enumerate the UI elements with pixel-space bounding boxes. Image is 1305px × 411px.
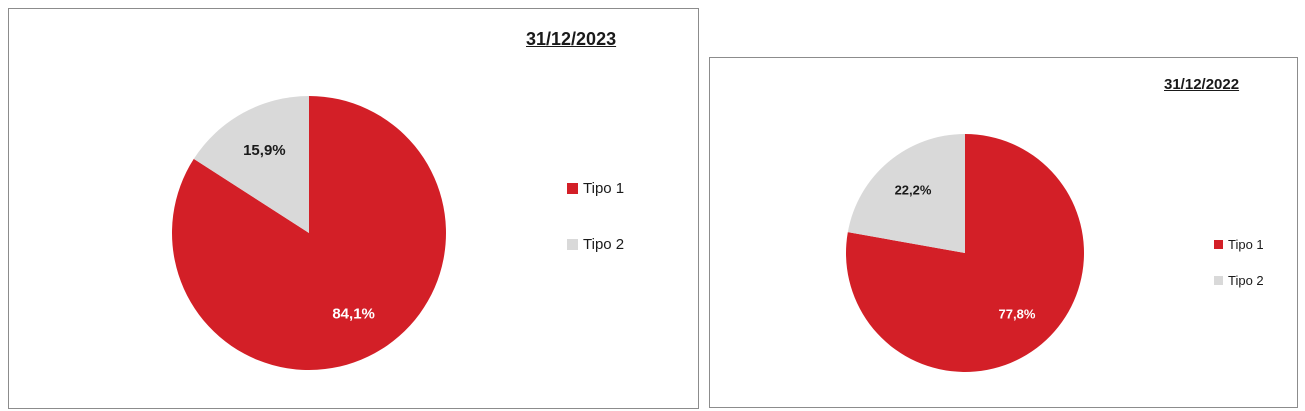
legend-label: Tipo 1 [1228,236,1264,252]
data-label-tipo-1: 77,8% [999,306,1036,321]
legend-swatch-tipo-2 [1214,275,1223,285]
pie-slice-tipo-1 [846,134,1084,373]
pie-chart-2023: 84,1% 15,9% [171,96,446,370]
legend-item-tipo-1: Tipo 1 [1214,234,1264,254]
chart-title: 31/12/2022 [1164,76,1240,93]
legend-swatch-tipo-1 [567,182,578,194]
legend-label: Tipo 1 [583,179,625,197]
chart-title: 31/12/2023 [526,29,617,49]
pie-slice-tipo-2 [193,96,309,233]
legend-swatch-tipo-2 [567,238,578,250]
pie-slice-tipo-2 [847,134,965,253]
legend: Tipo 1 Tipo 2 [567,177,624,289]
pie-chart-2022: 77,8% 22,2% [846,134,1084,373]
data-label-tipo-2: 22,2% [895,182,932,197]
legend: Tipo 1 Tipo 2 [1214,234,1264,306]
chart-2023: 31/12/2023 84,1% 15,9% Tipo 1 Tipo 2 [8,8,699,409]
legend-item-tipo-1: Tipo 1 [567,177,624,199]
chart-2022: 31/12/2022 77,8% 22,2% Tipo 1 Tipo 2 [709,57,1298,408]
data-label-tipo-2: 15,9% [243,142,286,159]
legend-item-tipo-2: Tipo 2 [567,233,624,255]
data-label-tipo-1: 84,1% [332,306,375,323]
legend-label: Tipo 2 [583,235,625,253]
legend-item-tipo-2: Tipo 2 [1214,270,1264,290]
legend-swatch-tipo-1 [1214,239,1223,249]
legend-label: Tipo 2 [1228,272,1264,288]
